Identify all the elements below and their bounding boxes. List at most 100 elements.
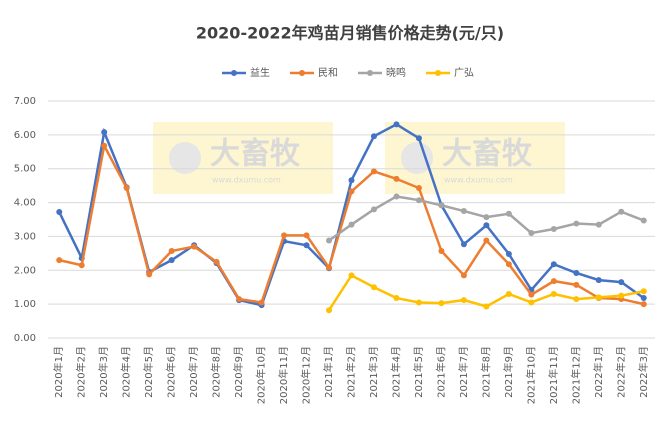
data-point bbox=[348, 221, 355, 228]
data-point bbox=[528, 299, 535, 306]
data-point bbox=[640, 301, 647, 308]
data-point bbox=[370, 284, 377, 291]
x-tick-label: 2021年11月 bbox=[547, 346, 560, 404]
x-tick-label: 2020年6月 bbox=[165, 346, 178, 398]
x-tick-label: 2022年3月 bbox=[637, 346, 650, 398]
data-point bbox=[573, 281, 580, 288]
data-point bbox=[573, 220, 580, 227]
data-point bbox=[146, 271, 153, 278]
watermark-url: www.dxumu.com bbox=[212, 176, 281, 185]
x-tick-label: 2020年12月 bbox=[300, 346, 313, 404]
data-point bbox=[326, 307, 333, 314]
data-point bbox=[640, 217, 647, 224]
legend-marker bbox=[367, 70, 373, 76]
x-tick-label: 2020年10月 bbox=[255, 346, 268, 404]
x-tick-label: 2021年2月 bbox=[345, 346, 358, 398]
data-point bbox=[393, 175, 400, 182]
data-point bbox=[618, 292, 625, 299]
data-point bbox=[393, 193, 400, 200]
data-point bbox=[505, 290, 512, 297]
x-tick-label: 2021年5月 bbox=[412, 346, 425, 398]
data-point bbox=[505, 210, 512, 217]
data-point bbox=[348, 188, 355, 195]
data-point bbox=[78, 262, 85, 269]
data-point bbox=[370, 206, 377, 213]
data-point bbox=[348, 177, 355, 184]
watermark-logo bbox=[401, 142, 433, 174]
data-point bbox=[393, 295, 400, 302]
y-tick-label: 6.00 bbox=[14, 130, 36, 141]
data-point bbox=[415, 185, 422, 192]
data-point bbox=[573, 296, 580, 303]
x-tick-label: 2021年3月 bbox=[367, 346, 380, 398]
data-point bbox=[483, 222, 490, 229]
data-point bbox=[595, 277, 602, 284]
x-tick-label: 2021年6月 bbox=[434, 346, 447, 398]
x-tick-label: 2021年8月 bbox=[479, 346, 492, 398]
x-tick-label: 2021年12月 bbox=[569, 346, 582, 404]
data-point bbox=[640, 295, 647, 302]
data-point bbox=[415, 135, 422, 142]
data-point bbox=[258, 299, 265, 306]
legend-marker bbox=[435, 70, 441, 76]
y-tick-label: 7.00 bbox=[14, 96, 36, 107]
data-point bbox=[460, 272, 467, 279]
data-point bbox=[640, 288, 647, 295]
data-point bbox=[415, 299, 422, 306]
data-point bbox=[393, 121, 400, 128]
data-point bbox=[303, 242, 310, 249]
watermark-text: 大畜牧 bbox=[442, 137, 533, 172]
x-tick-label: 2020年3月 bbox=[97, 346, 110, 398]
y-tick-label: 0.00 bbox=[14, 333, 36, 344]
data-point bbox=[460, 297, 467, 304]
data-point bbox=[528, 230, 535, 237]
x-tick-label: 2020年7月 bbox=[187, 346, 200, 398]
data-point bbox=[101, 129, 108, 136]
data-point bbox=[168, 247, 175, 254]
y-tick-label: 1.00 bbox=[14, 299, 36, 310]
data-point bbox=[595, 294, 602, 301]
data-point bbox=[348, 272, 355, 279]
data-point bbox=[438, 202, 445, 209]
watermark-text: 大畜牧 bbox=[210, 137, 301, 172]
x-tick-label: 2022年2月 bbox=[614, 346, 627, 398]
legend-marker bbox=[231, 70, 237, 76]
x-tick-label: 2020年9月 bbox=[232, 346, 245, 398]
data-point bbox=[303, 232, 310, 239]
data-point bbox=[573, 269, 580, 276]
data-point bbox=[281, 232, 288, 239]
data-point bbox=[236, 296, 243, 303]
data-point bbox=[460, 241, 467, 248]
data-point bbox=[483, 303, 490, 310]
x-tick-label: 2020年4月 bbox=[120, 346, 133, 398]
data-point bbox=[595, 221, 602, 228]
data-point bbox=[213, 258, 220, 265]
legend-marker bbox=[299, 70, 305, 76]
data-point bbox=[550, 261, 557, 268]
data-point bbox=[438, 247, 445, 254]
legend-label: 民和 bbox=[318, 67, 338, 79]
x-tick-label: 2021年9月 bbox=[502, 346, 515, 398]
y-tick-label: 3.00 bbox=[14, 231, 36, 242]
legend-label: 晓鸣 bbox=[386, 66, 406, 79]
x-tick-label: 2021年10月 bbox=[524, 346, 537, 404]
x-tick-label: 2021年7月 bbox=[457, 346, 470, 398]
x-tick-label: 2020年1月 bbox=[52, 346, 65, 398]
legend-label: 益生 bbox=[250, 66, 270, 79]
data-point bbox=[370, 133, 377, 140]
data-point bbox=[618, 279, 625, 286]
data-point bbox=[191, 243, 198, 250]
data-point bbox=[550, 225, 557, 232]
data-point bbox=[326, 264, 333, 271]
data-point bbox=[168, 257, 175, 264]
y-tick-label: 2.00 bbox=[14, 265, 36, 276]
data-point bbox=[326, 237, 333, 244]
x-tick-label: 2020年8月 bbox=[210, 346, 223, 398]
x-tick-label: 2021年1月 bbox=[322, 346, 335, 398]
data-point bbox=[123, 185, 130, 192]
legend-label: 广弘 bbox=[454, 67, 474, 79]
data-point bbox=[483, 214, 490, 221]
y-tick-label: 4.00 bbox=[14, 198, 36, 209]
data-point bbox=[438, 300, 445, 307]
data-point bbox=[505, 251, 512, 258]
